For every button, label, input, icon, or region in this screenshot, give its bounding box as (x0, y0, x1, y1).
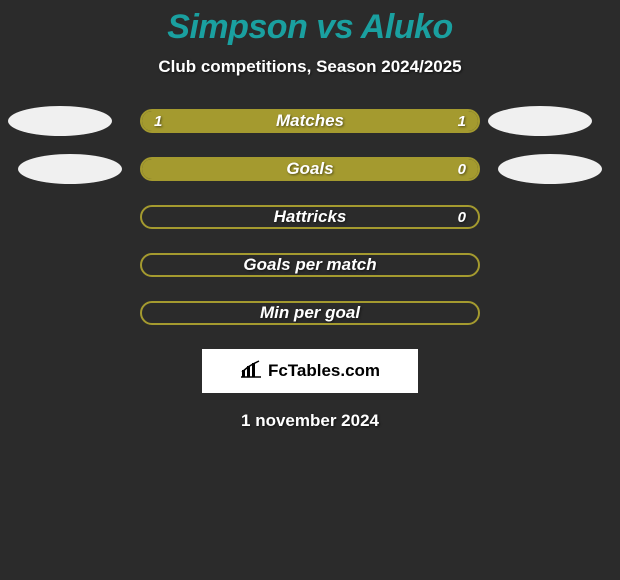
logo-text: FcTables.com (268, 361, 380, 381)
stat-label: Goals (286, 159, 333, 179)
stat-label: Goals per match (243, 255, 376, 275)
bar-chart-icon (240, 360, 262, 383)
stat-left-value: 1 (154, 113, 162, 130)
stat-right-value: 0 (458, 161, 466, 178)
stat-row: Goals per match (0, 253, 620, 277)
stat-row: 0 Hattricks (0, 205, 620, 229)
stat-bar: Min per goal (140, 301, 480, 325)
stat-row: 0 Goals (0, 157, 620, 181)
stat-label: Matches (276, 111, 344, 131)
stat-row: 1 1 Matches (0, 109, 620, 133)
stat-row: Min per goal (0, 301, 620, 325)
logo-box: FcTables.com (202, 349, 418, 393)
player-left-marker (18, 154, 122, 184)
stat-bar: 1 1 Matches (140, 109, 480, 133)
stat-rows: 1 1 Matches 0 Goals 0 Hattricks Goals per match… (0, 109, 620, 325)
player-right-marker (498, 154, 602, 184)
stat-bar: Goals per match (140, 253, 480, 277)
player-right-marker (488, 106, 592, 136)
comparison-title: Simpson vs Aluko (0, 0, 620, 47)
player-left-marker (8, 106, 112, 136)
snapshot-date: 1 november 2024 (0, 411, 620, 431)
comparison-subtitle: Club competitions, Season 2024/2025 (0, 57, 620, 77)
stat-bar: 0 Hattricks (140, 205, 480, 229)
stat-label: Min per goal (260, 303, 360, 323)
stat-right-value: 0 (458, 209, 466, 226)
stat-right-value: 1 (458, 113, 466, 130)
stat-bar: 0 Goals (140, 157, 480, 181)
stat-label: Hattricks (274, 207, 347, 227)
